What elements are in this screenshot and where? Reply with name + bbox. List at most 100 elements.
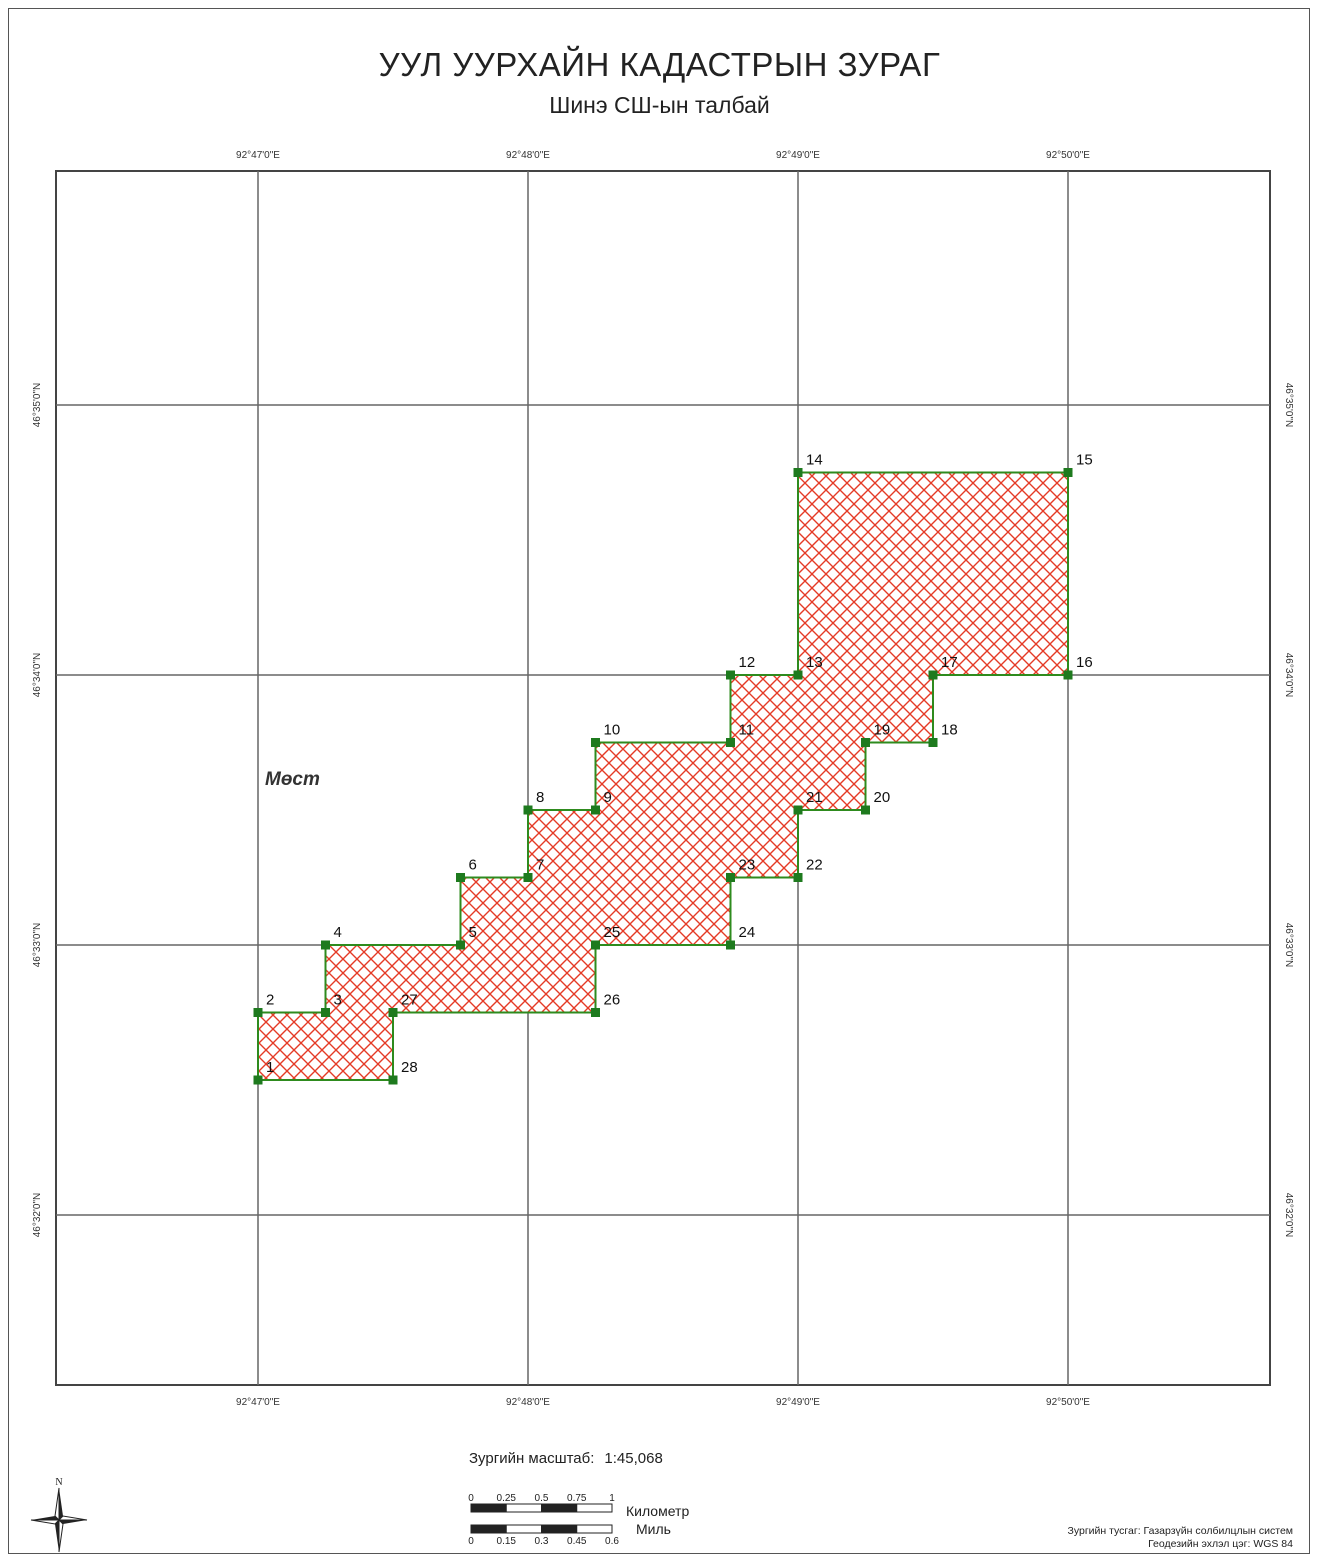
lat-label-right: 46°35'0"N	[1283, 383, 1294, 428]
map-title: УУЛ УУРХАЙН КАДАСТРЫН ЗУРАГ	[378, 46, 941, 83]
vertex-label: 6	[469, 857, 477, 874]
vertex-label: 14	[806, 452, 823, 469]
scale-value: 1:45,068	[604, 1450, 663, 1467]
km-scale-segment	[470, 1503, 507, 1513]
vertex-label: 11	[739, 722, 755, 739]
vertex-marker	[1063, 670, 1073, 680]
vertex-marker	[253, 1008, 263, 1017]
vertex-label: 12	[739, 654, 756, 671]
vertex-label: 25	[604, 924, 621, 941]
km-tick-label: 0.25	[497, 1493, 517, 1504]
vertex-label: 7	[536, 857, 544, 874]
mile-tick-label: 0.45	[567, 1536, 587, 1547]
km-unit-label: Километр	[626, 1503, 690, 1519]
vertex-label: 5	[469, 924, 477, 941]
place-label: Мөст	[265, 769, 320, 790]
vertex-marker	[928, 738, 938, 747]
lat-label-left: 46°32'0"N	[32, 1193, 43, 1238]
map-credits: Зургийн тусгаг: Газарзүйн солбилцлын сис…	[1068, 1525, 1293, 1551]
vertex-marker	[388, 1008, 398, 1017]
mile-unit-label: Миль	[636, 1521, 671, 1537]
km-scale-segment	[576, 1503, 613, 1513]
vertex-marker	[456, 940, 465, 950]
km-scale-segment	[541, 1503, 578, 1513]
vertex-label: 17	[941, 654, 958, 671]
vertex-label: 10	[604, 722, 621, 739]
lat-label-right: 46°32'0"N	[1283, 1193, 1294, 1238]
vertex-marker	[861, 738, 870, 747]
mile-tick-label: 0.15	[497, 1536, 517, 1547]
vertex-label: 16	[1076, 654, 1093, 671]
vertex-marker	[1063, 468, 1073, 477]
mile-scale-segment	[541, 1524, 578, 1534]
km-tick-label: 1	[609, 1493, 615, 1504]
vertex-marker	[591, 1008, 600, 1017]
km-tick-label: 0.5	[535, 1493, 549, 1504]
vertex-label: 22	[806, 857, 823, 874]
map-sheet-frame	[8, 8, 1310, 1554]
km-tick-label: 0.75	[567, 1493, 587, 1504]
credits-projection: Зургийн тусгаг: Газарзүйн солбилцлын сис…	[1067, 1525, 1293, 1537]
lat-label-left: 46°33'0"N	[32, 923, 43, 968]
vertex-marker	[793, 805, 803, 815]
vertex-label: 8	[536, 789, 544, 806]
vertex-label: 1	[266, 1059, 274, 1076]
vertex-label: 9	[604, 789, 612, 806]
lat-label-right: 46°33'0"N	[1283, 923, 1294, 968]
vertex-marker	[793, 670, 803, 680]
vertex-marker	[591, 805, 600, 815]
km-scale-segment	[505, 1503, 542, 1513]
vertex-label: 4	[334, 924, 342, 941]
vertex-label: 24	[739, 924, 756, 941]
vertex-marker	[726, 940, 735, 950]
vertex-label: 13	[806, 654, 823, 671]
vertex-label: 20	[874, 789, 891, 806]
vertex-label: 15	[1076, 452, 1093, 469]
scale-bar-mile: 0 0.15 0.3 0.45 0.6	[468, 1524, 619, 1547]
graticule-labels: 92°47'0"E 92°47'0"E 92°48'0"E 92°48'0"E 92°4…	[32, 150, 1294, 1408]
mile-tick-label: 0	[468, 1536, 474, 1547]
vertex-marker	[793, 873, 803, 882]
lon-label-top: 92°48'0"E	[506, 150, 550, 161]
mile-tick-label: 0.6	[605, 1536, 619, 1547]
vertex-label: 3	[334, 992, 342, 1009]
vertex-marker	[793, 468, 803, 477]
north-letter: N	[55, 1477, 62, 1488]
vertex-marker	[928, 670, 938, 680]
vertex-label: 28	[401, 1059, 418, 1076]
mile-scale-segment	[470, 1524, 507, 1534]
lon-label-top: 92°50'0"E	[1046, 150, 1090, 161]
vertex-marker	[726, 738, 735, 747]
vertex-label: 27	[401, 992, 418, 1009]
vertex-marker	[726, 873, 735, 882]
km-tick-label: 0	[468, 1493, 474, 1504]
vertex-marker	[321, 940, 330, 950]
vertex-label: 21	[806, 789, 823, 806]
north-arrow-icon: N	[30, 1477, 88, 1553]
scale-statement: Зургийн масштаб: 1:45,068	[469, 1450, 663, 1467]
vertex-marker	[456, 873, 465, 882]
vertex-marker	[726, 670, 735, 680]
lon-label-bottom: 92°49'0"E	[776, 1397, 820, 1408]
vertex-marker	[591, 738, 600, 747]
vertex-marker	[523, 873, 533, 882]
scale-label: Зургийн масштаб:	[469, 1450, 595, 1467]
mile-scale-segment	[576, 1524, 613, 1534]
mile-tick-label: 0.3	[535, 1536, 549, 1547]
credits-datum: Геодезийн эхлэл цэг: WGS 84	[1148, 1538, 1293, 1550]
vertex-label: 18	[941, 722, 958, 739]
vertex-label: 23	[739, 857, 756, 874]
lat-label-right: 46°34'0"N	[1283, 653, 1294, 698]
vertex-label: 2	[266, 992, 274, 1009]
mile-scale-segment	[505, 1524, 542, 1534]
lat-label-left: 46°35'0"N	[32, 383, 43, 428]
vertex-marker	[253, 1075, 263, 1085]
lon-label-bottom: 92°48'0"E	[506, 1397, 550, 1408]
lon-label-bottom: 92°47'0"E	[236, 1397, 280, 1408]
vertex-marker	[388, 1075, 398, 1085]
vertex-marker	[591, 940, 600, 950]
vertex-marker	[321, 1008, 330, 1017]
lat-label-left: 46°34'0"N	[32, 653, 43, 698]
